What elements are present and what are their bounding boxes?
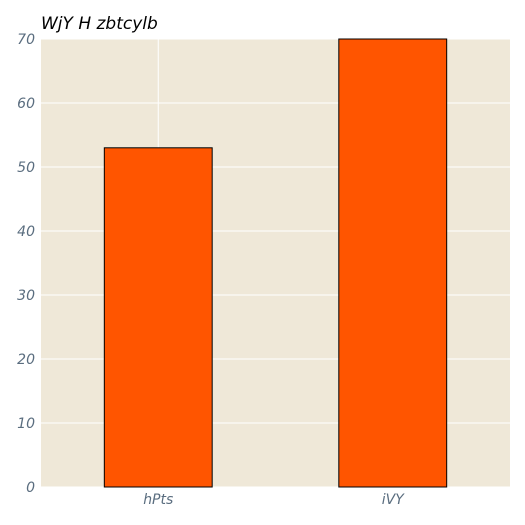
x-axis-ticks: hPts iVY — [143, 492, 405, 508]
bar-hPts — [103, 147, 213, 488]
y-tick-label-3: 30 — [17, 288, 35, 304]
y-tick-label-5: 50 — [17, 160, 35, 176]
y-tick-label-7: 70 — [17, 32, 35, 48]
y-tick-label-0: 0 — [26, 480, 35, 496]
bars — [103, 38, 448, 488]
y-axis-ticks: 0 10 20 30 40 50 60 70 — [17, 32, 35, 496]
x-tick-label-0: hPts — [143, 492, 173, 508]
bar-iVY — [338, 38, 448, 488]
y-tick-label-2: 20 — [17, 352, 35, 368]
y-tick-label-6: 60 — [17, 96, 35, 112]
y-tick-label-4: 40 — [17, 224, 35, 240]
y-tick-label-1: 10 — [17, 416, 35, 432]
chart-title: WjY H zbtcylb — [41, 14, 158, 34]
x-tick-label-1: iVY — [382, 492, 405, 508]
